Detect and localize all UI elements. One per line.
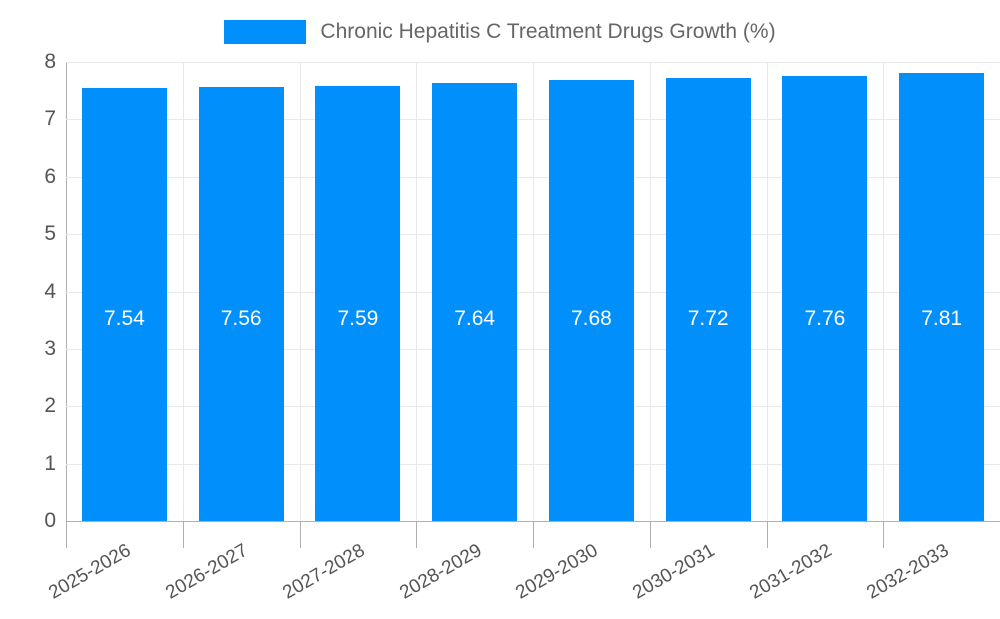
bar[interactable]: 7.54 (81, 88, 167, 521)
y-axis-tick-label: 6 (44, 164, 56, 188)
x-axis-tick-label: 2032-2033 (862, 540, 953, 604)
x-axis-tick-mark (883, 521, 884, 548)
x-axis-tick-label: 2030-2031 (629, 540, 719, 604)
x-axis-tick-mark (650, 521, 651, 548)
x-axis-tick-mark (183, 521, 184, 548)
legend-color-swatch[interactable] (224, 20, 307, 44)
bar[interactable]: 7.64 (432, 82, 518, 521)
bar[interactable]: 7.76 (782, 75, 868, 521)
bar-value-label: 7.56 (220, 307, 262, 330)
y-axis-tick-label: 3 (44, 336, 56, 360)
bar-value-label: 7.81 (921, 307, 963, 330)
vertical-gridline (650, 62, 651, 521)
plot-area: 7.54 7.56 7.59 7.64 7.68 7.72 7.76 7.81 (66, 62, 1000, 522)
bar-value-label: 7.64 (454, 307, 496, 330)
y-axis-tick-label: 1 (44, 451, 56, 475)
y-axis-line (66, 62, 67, 521)
vertical-gridline (300, 62, 301, 521)
x-axis-tick-label: 2028-2029 (395, 540, 486, 604)
y-axis-tick-label: 5 (44, 222, 56, 246)
y-axis-tick-label: 8 (44, 50, 56, 73)
bar-value-label: 7.54 (103, 307, 145, 330)
y-axis-tick-label: 2 (44, 394, 56, 418)
bar-value-label: 7.72 (687, 307, 729, 330)
x-axis-tick-mark (533, 521, 534, 548)
y-axis-tick-label: 4 (44, 279, 56, 303)
legend-label[interactable]: Chronic Hepatitis C Treatment Drugs Grow… (320, 20, 776, 43)
x-axis-tick-label: 2027-2028 (279, 540, 369, 604)
bar-value-label: 7.76 (804, 307, 846, 330)
bar[interactable]: 7.68 (548, 80, 634, 521)
vertical-gridline (883, 62, 884, 521)
bar[interactable]: 7.81 (899, 72, 985, 521)
y-axis-tick-label: 7 (44, 107, 56, 131)
bar-value-label: 7.59 (337, 307, 379, 330)
vertical-gridline (183, 62, 184, 521)
vertical-gridline (533, 62, 534, 521)
x-axis-tick-mark (767, 521, 768, 548)
x-axis-tick-label: 2031-2032 (746, 540, 836, 604)
chart-legend[interactable]: Chronic Hepatitis C Treatment Drugs Grow… (0, 14, 1000, 50)
bar-value-label: 7.68 (570, 307, 612, 330)
y-axis-tick-labels: 8 7 6 5 4 3 2 1 0 (0, 50, 56, 532)
x-axis-tick-mark (300, 521, 301, 548)
y-axis-tick-label: 0 (44, 509, 56, 532)
x-axis-tick-label: 2026-2027 (162, 540, 252, 604)
bar[interactable]: 7.59 (315, 85, 401, 521)
x-axis-tick-mark (416, 521, 417, 548)
x-axis-tick-label: 2029-2030 (512, 540, 602, 604)
bar[interactable]: 7.72 (665, 78, 751, 521)
vertical-gridline (416, 62, 417, 521)
x-axis-tick-mark (66, 521, 67, 548)
bar-chart: Chronic Hepatitis C Treatment Drugs Grow… (0, 14, 1000, 604)
vertical-gridline (767, 62, 768, 521)
bar[interactable]: 7.56 (198, 87, 284, 521)
x-axis-tick-label: 2025-2026 (45, 540, 135, 604)
